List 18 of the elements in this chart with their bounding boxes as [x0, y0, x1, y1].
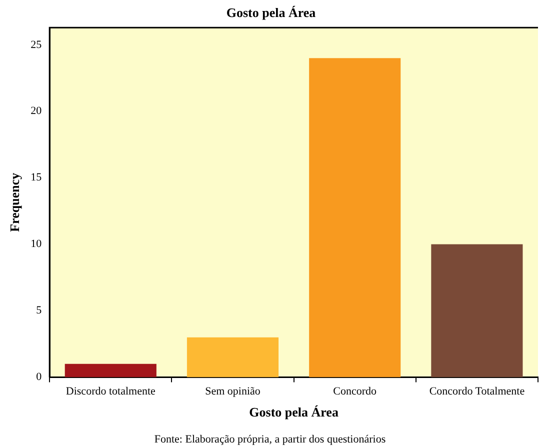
x-axis-title: Gosto pela Área: [249, 404, 339, 420]
x-tick-label: Concordo: [333, 386, 378, 398]
chart-title: Gosto pela Área: [226, 5, 316, 20]
x-tick-label: Sem opinião: [205, 386, 261, 398]
x-tick-label: Discordo totalmente: [66, 386, 156, 398]
source-note: Fonte: Elaboração própria, a partir dos questionários: [154, 433, 386, 446]
bar: [309, 58, 401, 378]
y-tick-label: 25: [30, 38, 42, 51]
y-tick-label: 10: [30, 238, 42, 250]
y-tick-label: 20: [30, 105, 42, 118]
y-tick-label: 15: [30, 172, 42, 184]
bar: [64, 364, 156, 378]
y-axis-title: Frequency: [7, 172, 22, 232]
y-tick-label: 0: [36, 371, 42, 384]
x-tick-label: Concordo Totalmente: [429, 386, 525, 398]
bar: [186, 337, 279, 378]
y-tick-label: 5: [36, 304, 42, 317]
bar: [431, 244, 523, 378]
